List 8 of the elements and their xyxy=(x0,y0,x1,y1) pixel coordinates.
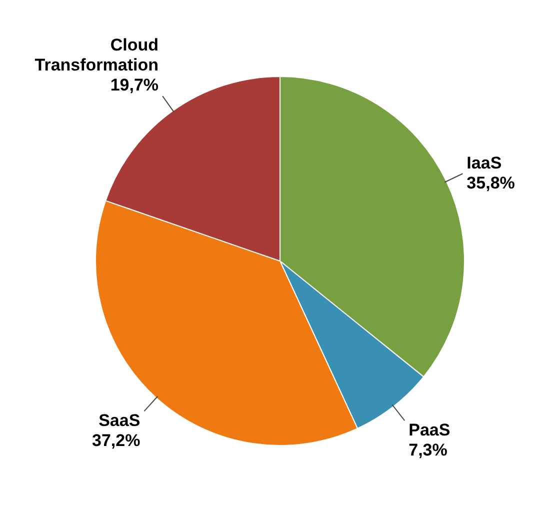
data-label: 35,8% xyxy=(466,173,515,192)
slice-label: IaaS xyxy=(466,153,502,172)
data-label: 7,3% xyxy=(408,440,448,460)
slice-label: SaaS xyxy=(98,410,140,430)
data-label: 19,7% xyxy=(110,76,159,95)
slice-label: PaaS xyxy=(408,420,450,440)
slice-label: Cloud Transformation xyxy=(34,36,159,75)
data-label: 37,2% xyxy=(92,430,140,450)
